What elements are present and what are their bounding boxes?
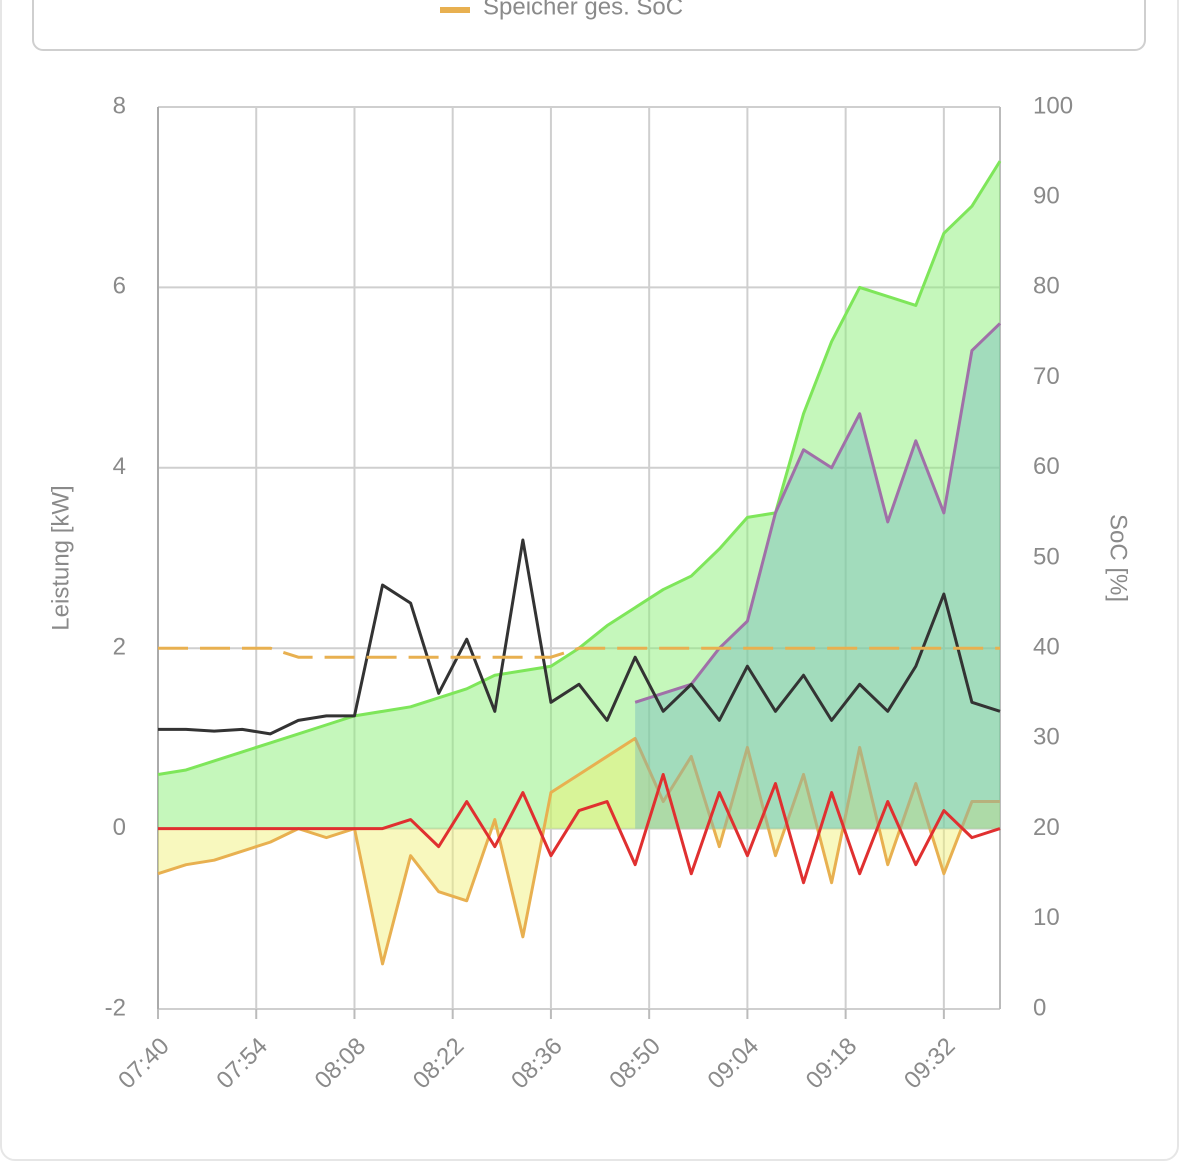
y2-tick-label: 10: [1033, 904, 1060, 931]
legend-label: Speicher ges. SoC: [483, 0, 683, 20]
area: [635, 323, 1000, 829]
y-tick-label: 4: [113, 453, 126, 480]
y-tick-label: -2: [105, 994, 126, 1021]
y2-tick-label: 50: [1033, 543, 1060, 570]
y-tick-label: 2: [113, 634, 126, 661]
y2-axis-title: SoC [%]: [1105, 514, 1132, 602]
area: [158, 738, 1000, 964]
y-axis-title: Leistung [kW]: [47, 485, 74, 630]
legend: Speicher ges. SoC: [440, 0, 683, 20]
legend-box: [32, 0, 1146, 51]
y2-tick-label: 90: [1033, 183, 1060, 210]
y2-tick-label: 60: [1033, 453, 1060, 480]
y2-tick-label: 20: [1033, 814, 1060, 841]
line: [158, 646, 1000, 659]
y2-tick-label: 30: [1033, 724, 1060, 751]
y-tick-label: 6: [113, 273, 126, 300]
line: [634, 322, 1002, 704]
y-tick-label: 8: [113, 92, 126, 119]
y-tick-label: 0: [113, 814, 126, 841]
y2-tick-label: 100: [1033, 92, 1073, 119]
y2-tick-label: 70: [1033, 363, 1060, 390]
line: [158, 538, 1001, 736]
y2-tick-label: 0: [1033, 994, 1046, 1021]
line: [158, 772, 1001, 885]
area: [158, 161, 1000, 829]
y2-tick-label: 80: [1033, 273, 1060, 300]
y2-tick-label: 40: [1033, 634, 1060, 661]
